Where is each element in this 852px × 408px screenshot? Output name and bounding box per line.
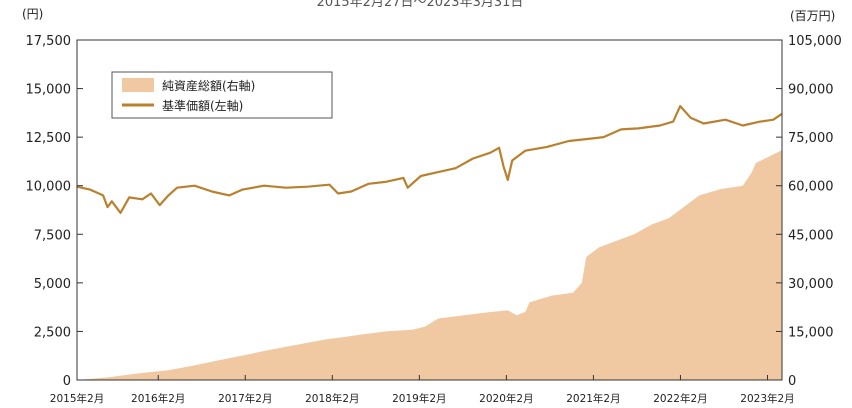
right-tick-label: 60,000 xyxy=(788,180,834,195)
right-tick-label: 0 xyxy=(788,374,796,389)
legend-label: 純資産総額(右軸) xyxy=(162,78,255,93)
plot-frame xyxy=(76,39,783,381)
legend: 純資産総額(右軸) 基準価額(左軸) xyxy=(111,71,333,119)
right-tick-label: 15,000 xyxy=(788,325,834,340)
legend-swatch-area xyxy=(122,78,154,92)
series-line-nav xyxy=(76,105,783,214)
x-tick-label: 2021年2月 xyxy=(566,392,620,405)
right-axis-unit: (百万円) xyxy=(790,9,835,23)
plot-area: 0 2,500 5,000 7,500 10,000 12,500 15,000 17,500… xyxy=(26,34,842,405)
right-tick-label: 30,000 xyxy=(788,277,834,292)
chart-caption: 2015年2月27日～2023年3月31日 xyxy=(317,0,524,10)
left-tick-label: 12,500 xyxy=(26,131,72,146)
left-tick-label: 10,000 xyxy=(26,180,72,195)
left-axis-unit: (円) xyxy=(22,7,43,21)
left-tick-label: 0 xyxy=(63,374,71,389)
left-tick-label: 7,500 xyxy=(34,228,71,243)
series-area-net-assets xyxy=(77,150,782,380)
right-tick-label: 45,000 xyxy=(788,228,834,243)
right-tick-label: 75,000 xyxy=(788,131,834,146)
right-tick-label: 90,000 xyxy=(788,83,834,98)
right-tick-label: 105,000 xyxy=(788,34,842,49)
left-tick-label: 5,000 xyxy=(34,277,71,292)
left-tick-label: 17,500 xyxy=(26,34,72,49)
left-tick-label: 2,500 xyxy=(34,325,71,340)
x-tick-label: 2017年2月 xyxy=(218,392,272,405)
x-tick-label: 2023年2月 xyxy=(740,392,794,405)
x-tick-label: 2018年2月 xyxy=(305,392,359,405)
x-tick-label: 2022年2月 xyxy=(653,392,707,405)
legend-label: 基準価額(左軸) xyxy=(162,98,243,113)
x-tick-label: 2020年2月 xyxy=(479,392,533,405)
x-tick-label: 2016年2月 xyxy=(131,392,185,405)
x-tick-label: 2019年2月 xyxy=(392,392,446,405)
left-tick-label: 15,000 xyxy=(26,83,72,98)
x-tick-label: 2015年2月 xyxy=(50,392,104,405)
